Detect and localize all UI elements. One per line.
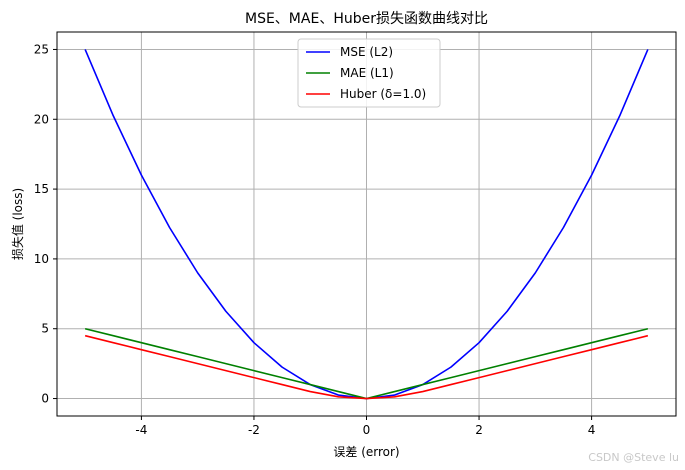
y-tick-label: 5 bbox=[41, 322, 49, 336]
x-tick-label: 0 bbox=[363, 423, 371, 437]
y-tick-label: 15 bbox=[34, 182, 49, 196]
y-axis-title: 损失值 (loss) bbox=[10, 188, 25, 260]
y-tick-label: 10 bbox=[34, 252, 49, 266]
y-tick-label: 20 bbox=[34, 112, 49, 126]
y-tick-label: 25 bbox=[34, 42, 49, 56]
legend-label-1: MAE (L1) bbox=[340, 66, 394, 80]
watermark: CSDN @Steve lu bbox=[588, 451, 679, 464]
legend-label-0: MSE (L2) bbox=[340, 45, 393, 59]
chart-title: MSE、MAE、Huber损失函数曲线对比 bbox=[245, 11, 488, 27]
legend-label-2: Huber (δ=1.0) bbox=[340, 87, 426, 101]
legend-box bbox=[297, 38, 441, 108]
y-tick-label: 0 bbox=[41, 392, 49, 406]
x-tick-label: -2 bbox=[248, 423, 260, 437]
series-layer bbox=[84, 49, 649, 400]
ticks: -4 -2 0 2 4 0 5 10 15 20 25 bbox=[34, 42, 596, 437]
x-axis-title: 误差 (error) bbox=[333, 445, 399, 459]
x-tick-label: -4 bbox=[135, 423, 147, 437]
legend: MSE (L2) MAE (L1) Huber (δ=1.0) bbox=[297, 38, 441, 108]
series-line-2 bbox=[84, 334, 649, 400]
x-tick-label: 2 bbox=[475, 423, 483, 437]
x-tick-label: 4 bbox=[588, 423, 596, 437]
